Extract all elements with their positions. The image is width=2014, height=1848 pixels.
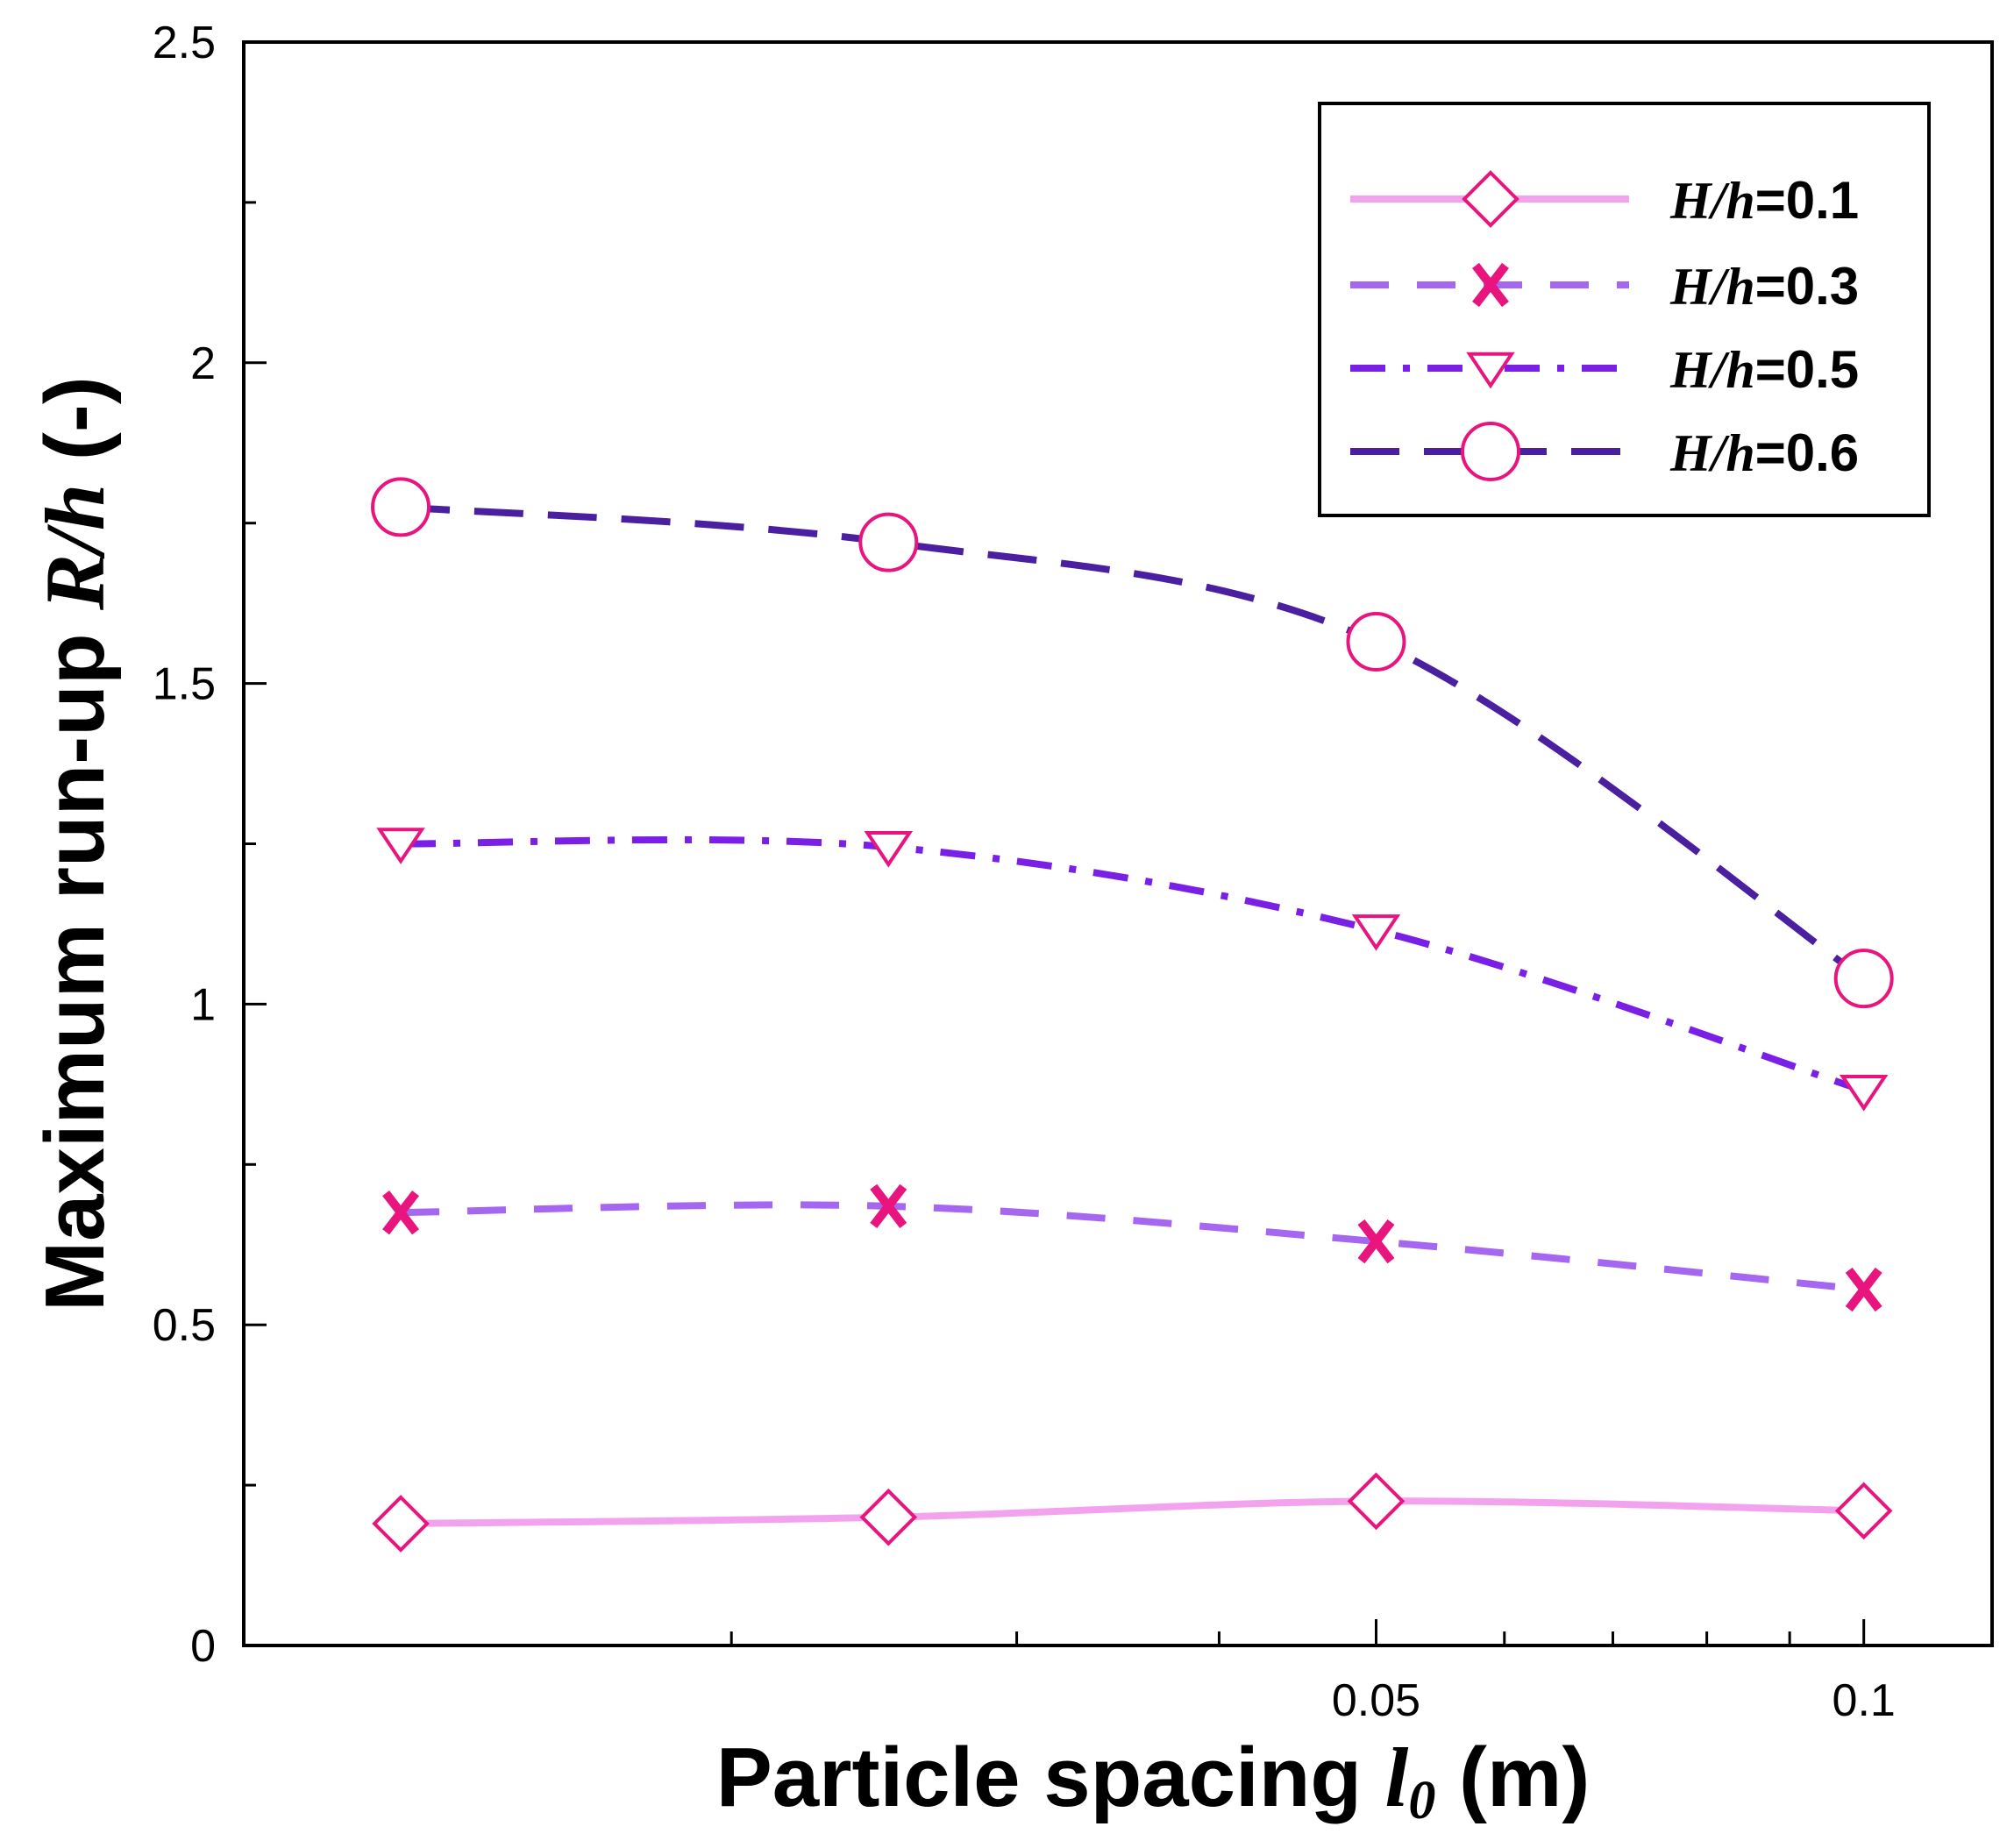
circle-marker [371,477,431,537]
series-line [401,1497,1864,1527]
x-tick-label: 0.05 [1332,1675,1420,1726]
legend-label-symbol: H/h [1669,172,1755,230]
x-tick-labels-group: 0.05 0.1 [1332,1675,1896,1726]
series-markers-group [371,477,1894,1553]
y-tick-label: 2 [190,338,216,389]
diamond-marker [1834,1482,1893,1540]
triangle-down-marker [376,828,425,864]
y-axis-title-prefix: Maximum run-up [28,610,122,1311]
circle-marker [858,512,919,572]
x-marker-stroke [1357,1219,1395,1264]
x-axis-title-prefix: Particle spacing [716,1731,1385,1824]
x-marker-stroke [870,1183,907,1229]
series-line [401,1201,1865,1293]
legend-label: H/h=0.6 [1669,423,1859,482]
legend-item: H/h=0.6 [1350,422,1859,482]
triangle-down-marker [1351,914,1401,951]
x-axis-title-suffix: (m) [1435,1731,1590,1824]
series-lines-group [400,503,1866,1527]
x-marker [1472,262,1509,308]
legend-label-value: =0.1 [1755,171,1859,230]
legend-label-value: =0.3 [1755,257,1859,316]
y-axis-title-symbol: R/h [28,484,122,611]
legend-label-symbol: H/h [1669,341,1755,399]
triangle-down-marker [1466,352,1515,389]
legend-label-value: =0.5 [1755,340,1859,399]
x-marker [870,1183,907,1229]
y-tick-label: 0.5 [153,1300,216,1351]
x-marker-stroke [1845,1267,1882,1312]
legend-label-symbol: H/h [1669,258,1755,316]
legend-label-value: =0.6 [1755,423,1859,482]
plot-frame [242,40,1994,1647]
legend-box [1318,102,1931,517]
x-tick-label: 0.1 [1833,1675,1896,1726]
diamond-marker [372,1495,430,1553]
legend: H/h=0.1H/h=0.3H/h=0.5H/h=0.6 [1318,102,1931,517]
legend-item: H/h=0.5 [1350,340,1859,399]
triangle-down-marker [1839,1074,1889,1112]
series-line [401,835,1865,1094]
legend-items: H/h=0.1H/h=0.3H/h=0.5H/h=0.6 [1350,170,1859,482]
x-axis-title: Particle spacing l0 (m) [716,1731,1591,1830]
y-tick-label: 2.5 [153,18,216,68]
x-marker-stroke [382,1191,420,1235]
legend-label: H/h=0.1 [1669,171,1859,230]
legend-item: H/h=0.3 [1350,257,1859,316]
x-axis-title-subscript: 0 [1408,1771,1435,1830]
circle-marker [1346,612,1406,672]
y-axis-title-suffix: (-) [28,376,122,484]
x-axis-title-symbol: l [1385,1731,1409,1824]
series-line [400,503,1866,982]
x-marker [1357,1219,1395,1264]
y-axis-title: Maximum run-up R/h (-) [28,376,122,1311]
legend-label: H/h=0.3 [1669,257,1859,316]
legend-item: H/h=0.1 [1350,170,1859,230]
circle-marker [1833,949,1894,1009]
x-marker-stroke [1472,262,1509,308]
diamond-marker [859,1488,918,1546]
x-marker [382,1191,420,1235]
legend-label: H/h=0.5 [1669,340,1859,399]
triangle-down-marker [864,830,914,868]
diamond-marker [1347,1472,1406,1531]
y-tick-labels-group: 0 0.5 1 1.5 2 2.5 [153,18,216,1672]
legend-label-symbol: H/h [1669,424,1755,482]
circle-marker [1461,422,1520,481]
x-marker [1845,1267,1882,1312]
y-tick-label: 1 [190,979,216,1030]
y-tick-label: 0 [190,1621,216,1672]
diamond-marker [1462,170,1519,228]
y-tick-label: 1.5 [153,659,216,710]
